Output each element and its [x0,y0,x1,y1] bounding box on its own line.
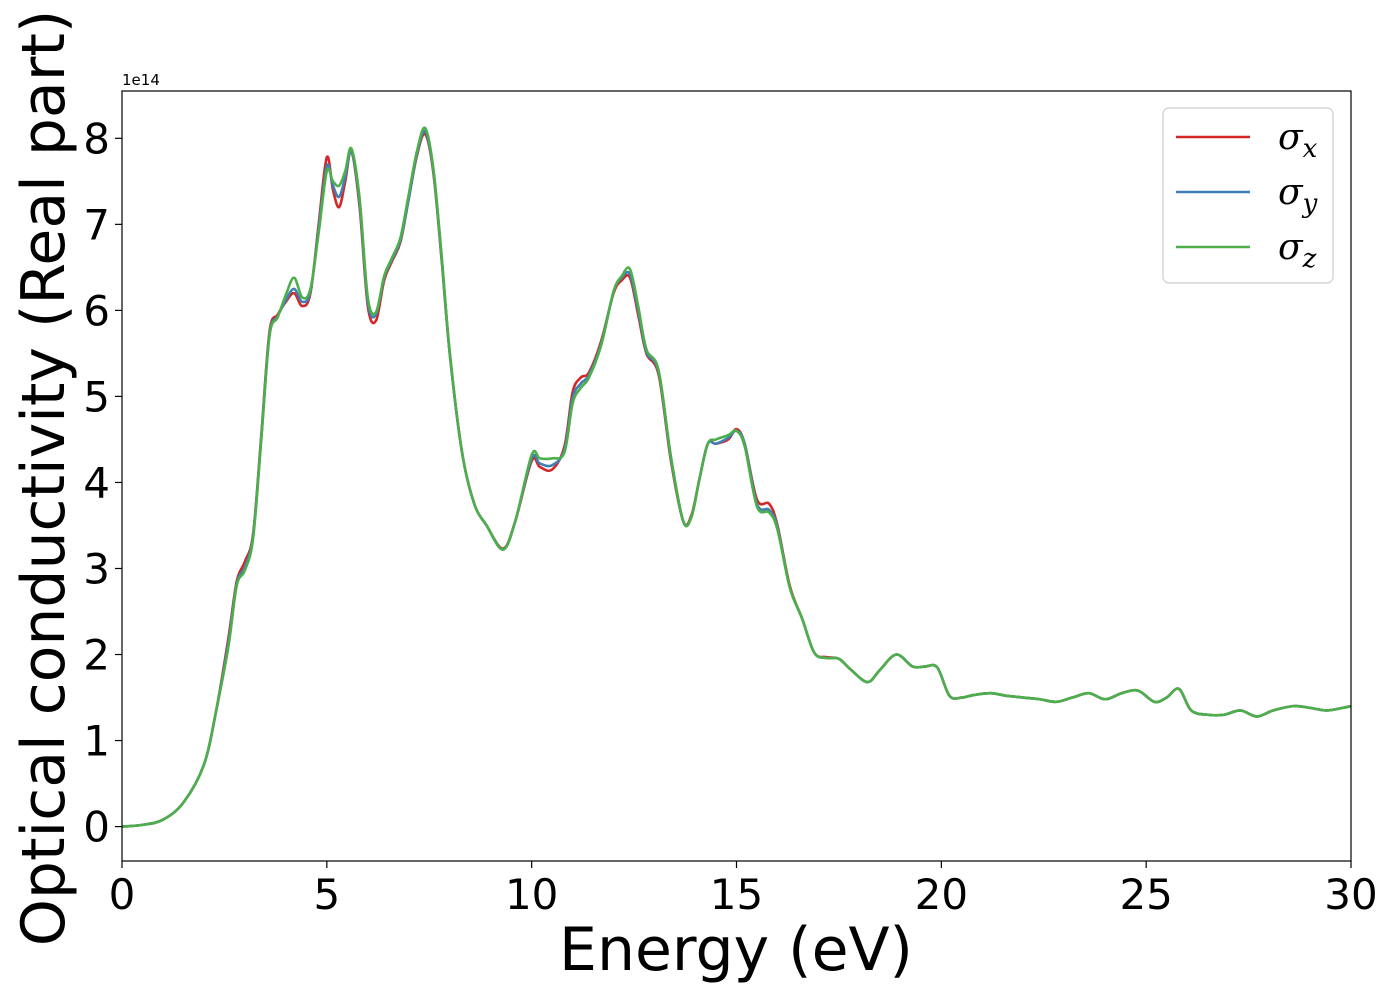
y-tick-label: 3 [83,544,110,593]
plot-background [122,91,1351,861]
y-offset-text: 1e14 [122,71,160,89]
y-tick-label: 2 [83,631,110,680]
y-axis: 0 1 2 3 4 5 6 7 8 [83,114,122,852]
legend-label-z: σz [1278,227,1317,274]
legend-label-y: σy [1278,172,1318,219]
x-tick-label: 30 [1324,870,1377,919]
x-tick-label: 5 [313,870,340,919]
x-tick-label: 25 [1119,870,1172,919]
series-layer [121,126,1352,828]
x-tick-label: 15 [710,870,763,919]
x-axis-title: Energy (eV) [559,915,913,985]
legend-frame [1162,107,1334,284]
x-tick-label: 10 [505,870,558,919]
y-tick-label: 7 [83,200,110,249]
series-line-z [121,126,1352,828]
x-tick-label: 0 [109,870,136,919]
x-axis: 0 5 10 15 20 25 30 [109,861,1378,919]
y-tick-label: 4 [83,458,110,507]
legend-label-x: σx [1278,117,1318,164]
x-tick-label: 20 [915,870,968,919]
legend: σx σy σz [1162,107,1334,284]
y-tick-label: 0 [83,803,110,852]
y-tick-label: 5 [83,372,110,421]
y-axis-title: Optical conductivity (Real part) [9,10,79,947]
y-tick-label: 1 [83,717,110,766]
y-tick-label: 8 [83,114,110,163]
y-tick-label: 6 [83,286,110,335]
